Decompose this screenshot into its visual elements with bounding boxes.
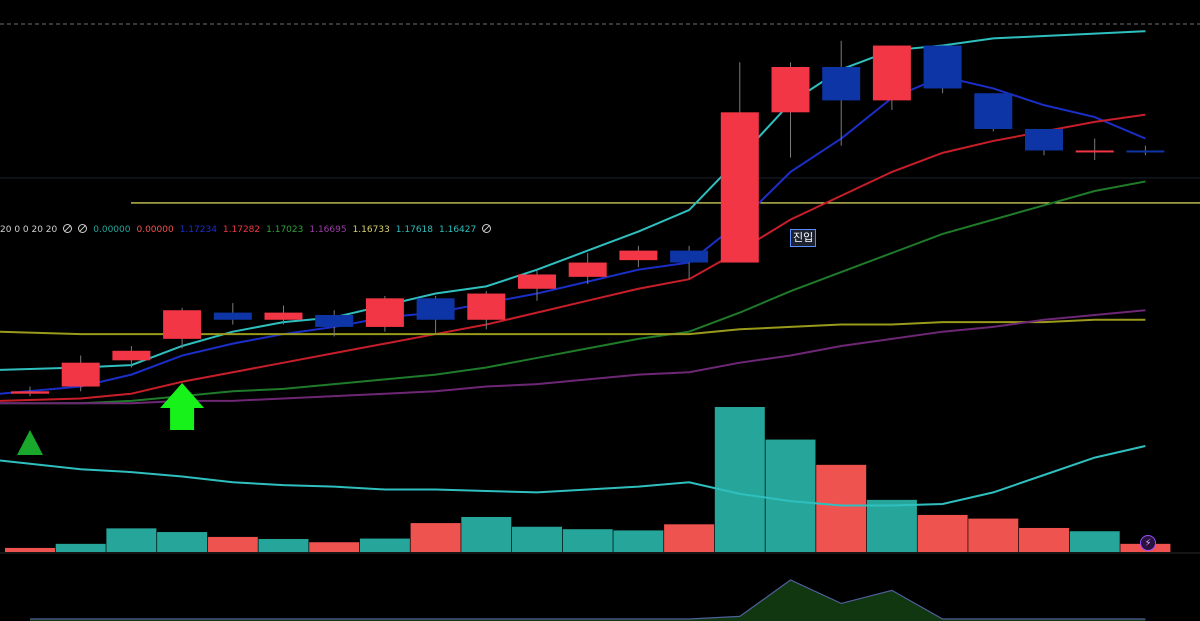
- candle-body: [315, 315, 354, 327]
- candle-body: [822, 67, 861, 101]
- volume-bar: [613, 530, 664, 552]
- ma-line-2: [0, 113, 1146, 402]
- circle-slash-icon[interactable]: [78, 224, 88, 233]
- legend-value: 1.17282: [222, 225, 261, 235]
- candle-body: [1075, 150, 1114, 153]
- circle-slash-icon[interactable]: [482, 224, 492, 233]
- candle-body: [264, 312, 303, 320]
- indicator-legend: 20 0 0 20 20 0.00000 0.00000 1.17234 1.17282…: [0, 223, 497, 237]
- volume-bar: [55, 543, 106, 552]
- ma-line-5: [0, 309, 1146, 405]
- buy-arrow-shaft: [170, 408, 195, 430]
- volume-bar: [157, 532, 208, 552]
- ma-line-0: [0, 30, 1146, 371]
- legend-value: 0.00000: [93, 225, 131, 235]
- candle-body: [61, 362, 100, 387]
- volume-bar: [410, 523, 461, 552]
- volume-bar: [1019, 527, 1069, 552]
- buy-arrow-head: [160, 383, 205, 408]
- volume-ma-line: [0, 445, 1146, 507]
- lightning-icon[interactable]: ⚡: [1140, 535, 1156, 551]
- candle-body: [11, 391, 49, 394]
- ma-line-3: [0, 180, 1146, 405]
- volume-bar: [714, 407, 765, 552]
- volume-bar: [207, 536, 258, 552]
- candle-body: [365, 298, 404, 327]
- oscillator-line: [30, 579, 1146, 620]
- volume-bar: [866, 499, 917, 552]
- candle-body: [923, 45, 962, 89]
- buy-signal-triangle: [17, 430, 43, 455]
- volume-bar: [359, 538, 410, 552]
- volume-bar: [765, 439, 816, 552]
- volume-bar: [5, 547, 55, 552]
- candle-body: [720, 112, 759, 263]
- candle-body: [213, 312, 252, 320]
- volume-bar: [664, 524, 715, 552]
- legend-value: 1.16733: [352, 225, 390, 235]
- volume-bar: [968, 518, 1019, 552]
- volume-bar: [258, 538, 309, 552]
- volume-bar: [309, 542, 360, 552]
- volume-bar: [816, 464, 867, 552]
- legend-value: 1.16695: [309, 225, 347, 235]
- volume-bar: [562, 529, 613, 552]
- candle-body: [872, 45, 911, 101]
- circle-slash-icon[interactable]: [63, 224, 73, 233]
- candle-body: [1126, 150, 1165, 153]
- legend-value: 1.17023: [266, 225, 304, 235]
- candle-body: [416, 298, 455, 320]
- candle-body: [619, 250, 658, 261]
- candle-body: [163, 310, 202, 339]
- volume-bar: [917, 514, 968, 552]
- candle-body: [1025, 129, 1063, 151]
- legend-value: 1.17618: [395, 225, 434, 235]
- oscillator-area: [30, 580, 1146, 621]
- ma-line-4: [0, 318, 1146, 336]
- volume-bar: [512, 526, 562, 552]
- candle-body: [771, 67, 810, 113]
- candle-body: [467, 293, 506, 320]
- candle-body: [518, 274, 556, 289]
- volume-bar: [106, 528, 157, 552]
- entry-label: 진입: [790, 229, 817, 247]
- volume-bar: [461, 516, 512, 552]
- volume-bar: [1069, 531, 1120, 552]
- legend-value: 0.00000: [136, 225, 174, 235]
- legend-value: 20 0 0 20 20: [0, 225, 58, 235]
- candle-body: [112, 350, 151, 361]
- legend-value: 1.17234: [179, 225, 217, 235]
- legend-value: 1.16427: [439, 225, 477, 235]
- candle-body: [974, 93, 1013, 129]
- candle-body: [670, 250, 709, 263]
- candle-body: [568, 262, 607, 277]
